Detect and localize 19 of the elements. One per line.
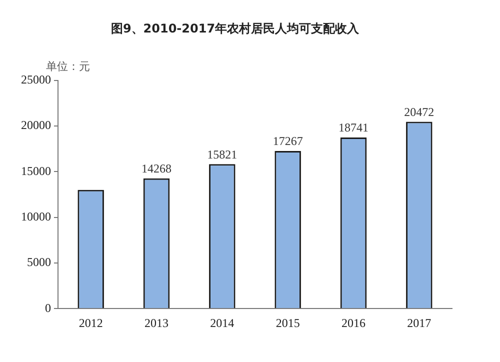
y-tick-label: 0 <box>45 300 51 315</box>
y-tick-label: 15000 <box>21 164 51 178</box>
chart-title: 图9、2010-2017年农村居民人均可支配收入 <box>110 21 360 36</box>
y-tick-label: 25000 <box>21 72 51 87</box>
data-label: 17267 <box>272 134 303 148</box>
y-tick-label: 5000 <box>27 255 51 270</box>
y-axis-title: 单位：元 <box>46 60 90 73</box>
data-label: 18741 <box>338 120 368 135</box>
data-label: 20472 <box>404 104 434 119</box>
y-tick-label: 20000 <box>21 118 51 132</box>
x-tick-label: 2012 <box>78 316 103 330</box>
data-label: 14268 <box>142 162 172 176</box>
data-label: 15821 <box>207 147 238 162</box>
x-tick-label: 2013 <box>144 316 168 330</box>
x-tick-label: 2015 <box>276 316 300 330</box>
x-tick-label: 2016 <box>342 316 366 330</box>
x-tick-label: 2014 <box>210 316 234 330</box>
x-tick-label: 2017 <box>407 316 432 330</box>
y-tick-label: 10000 <box>21 209 51 224</box>
